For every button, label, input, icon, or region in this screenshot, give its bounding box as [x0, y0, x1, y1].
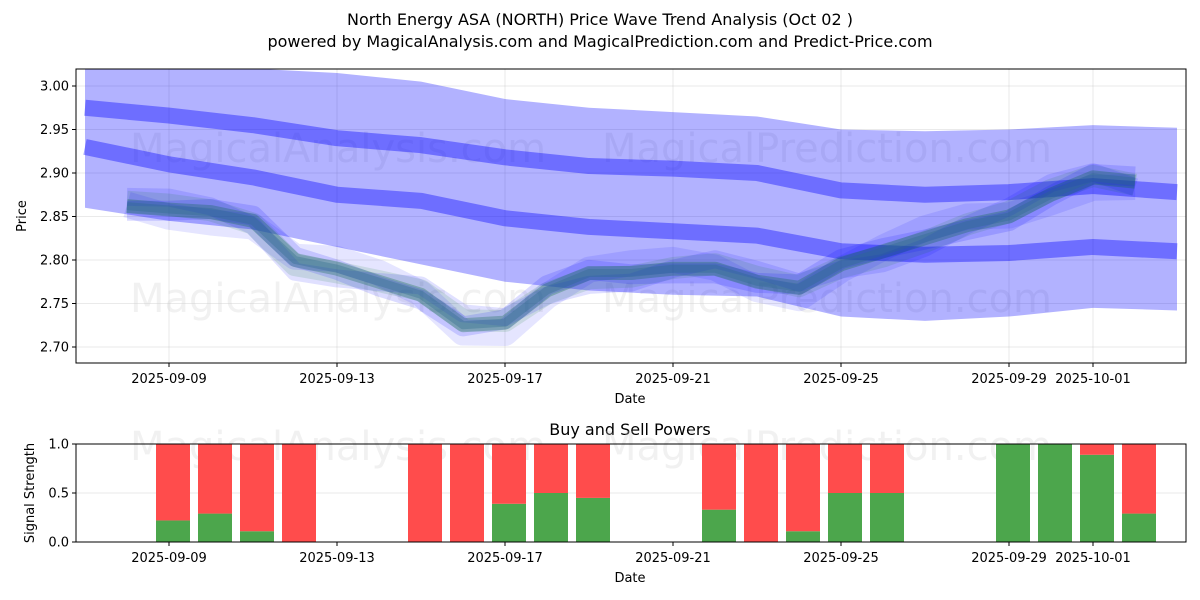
price-wave-line [126, 163, 1136, 337]
sell-bar [828, 444, 862, 493]
y-tick-label: 2.90 [40, 167, 69, 182]
x-tick-label: 2025-09-25 [803, 372, 879, 387]
watermark-magicalanalysis: MagicalAnalysis.com [130, 276, 546, 322]
sell-bar [492, 444, 526, 504]
signal-chart-y-label: Signal Strength [23, 443, 38, 543]
y-tick-label: 0.5 [48, 487, 69, 502]
y-tick-label: 2.95 [40, 123, 69, 138]
y-tick-label: 3.00 [40, 80, 69, 95]
watermark-magicalprediction: MagicalPrediction.com [602, 424, 1052, 470]
y-tick-label: 2.70 [40, 341, 69, 356]
x-tick-label: 2025-09-21 [635, 372, 711, 387]
x-tick-label: 2025-09-09 [131, 372, 207, 387]
signal-chart-bars [156, 444, 1156, 542]
price-wave-line [126, 173, 1136, 330]
y-tick-label: 2.85 [40, 210, 69, 225]
buy-bar [1080, 454, 1114, 542]
sell-bar [702, 444, 736, 510]
sell-bar [576, 444, 610, 498]
outer-band [85, 69, 1177, 321]
price-wave-line [126, 163, 1139, 327]
price-chart: MagicalAnalysis.com MagicalPrediction.co… [15, 68, 1187, 407]
buy-bar [240, 531, 274, 542]
y-tick-label: 0.0 [48, 536, 69, 551]
price-chart-x-label: Date [614, 392, 645, 407]
sell-bar [1080, 444, 1114, 455]
x-tick-label: 2025-09-29 [971, 551, 1047, 566]
buy-bar [198, 513, 232, 542]
sell-bar [1122, 444, 1156, 514]
x-tick-label: 2025-09-25 [803, 551, 879, 566]
x-tick-label: 2025-09-13 [299, 551, 375, 566]
upper-trend-line [84, 99, 1178, 203]
x-tick-label: 2025-09-17 [467, 372, 543, 387]
buy-bar [870, 493, 904, 542]
chart-subtitle: powered by MagicalAnalysis.com and Magic… [267, 32, 933, 51]
buy-bar [1038, 444, 1072, 542]
buy-bar [156, 520, 190, 542]
x-tick-label: 2025-09-17 [467, 551, 543, 566]
x-tick-label: 2025-09-13 [299, 372, 375, 387]
price-chart-y-label: Price [15, 200, 30, 232]
watermark-magicalanalysis: MagicalAnalysis.com [130, 126, 546, 172]
price-chart-grid [76, 69, 1186, 363]
signal-chart-title: Buy and Sell Powers [549, 420, 711, 439]
x-tick-label: 2025-09-21 [635, 551, 711, 566]
buy-bar [786, 531, 820, 542]
sell-bar [156, 444, 190, 521]
sell-bar [408, 444, 442, 542]
sell-bar [450, 444, 484, 542]
buy-bar [1122, 513, 1156, 542]
sell-bar [786, 444, 820, 532]
sell-bar [534, 444, 568, 493]
y-tick-label: 2.80 [40, 254, 69, 269]
y-tick-label: 2.75 [40, 297, 69, 312]
x-tick-label: 2025-09-09 [131, 551, 207, 566]
watermark-magicalprediction: MagicalPrediction.com [602, 276, 1052, 322]
buy-bar [576, 497, 610, 542]
y-tick-label: 1.0 [48, 438, 69, 453]
price-chart-y-ticks: 2.70 2.75 2.80 2.85 2.90 2.95 3.00 [40, 80, 76, 356]
watermark-magicalprediction: MagicalPrediction.com [602, 126, 1052, 172]
x-tick-label: 2025-10-01 [1055, 372, 1131, 387]
buy-bar [996, 444, 1030, 542]
buy-bar [534, 493, 568, 542]
chart-title: North Energy ASA (NORTH) Price Wave Tren… [347, 10, 853, 29]
x-tick-label: 2025-10-01 [1055, 551, 1131, 566]
middle-trend-line [83, 139, 1178, 263]
sell-bar [282, 444, 316, 542]
x-tick-label: 2025-09-29 [971, 372, 1047, 387]
signal-chart-y-ticks: 0.0 0.5 1.0 [48, 438, 76, 551]
price-chart-watermarks: MagicalAnalysis.com MagicalPrediction.co… [130, 126, 1052, 322]
sell-bar [198, 444, 232, 514]
signal-chart-x-label: Date [614, 571, 645, 586]
buy-bar [492, 503, 526, 542]
buy-bar [702, 509, 736, 542]
price-wave-line [123, 174, 1136, 347]
price-chart-x-ticks: 2025-09-09 2025-09-13 2025-09-17 2025-09-21… [131, 363, 1131, 387]
buy-bar [828, 493, 862, 542]
sell-bar [870, 444, 904, 493]
sell-bar [744, 444, 778, 542]
signal-chart-x-ticks: 2025-09-09 2025-09-13 2025-09-17 2025-09-21… [131, 542, 1131, 566]
price-chart-marks [83, 69, 1178, 347]
price-wave-line [126, 170, 1136, 333]
signal-chart: Buy and Sell Powers MagicalAnalysis.com … [23, 420, 1187, 586]
price-chart-plot-area [83, 69, 1178, 347]
price-wave-line [126, 164, 1138, 332]
sell-bar [240, 444, 274, 532]
